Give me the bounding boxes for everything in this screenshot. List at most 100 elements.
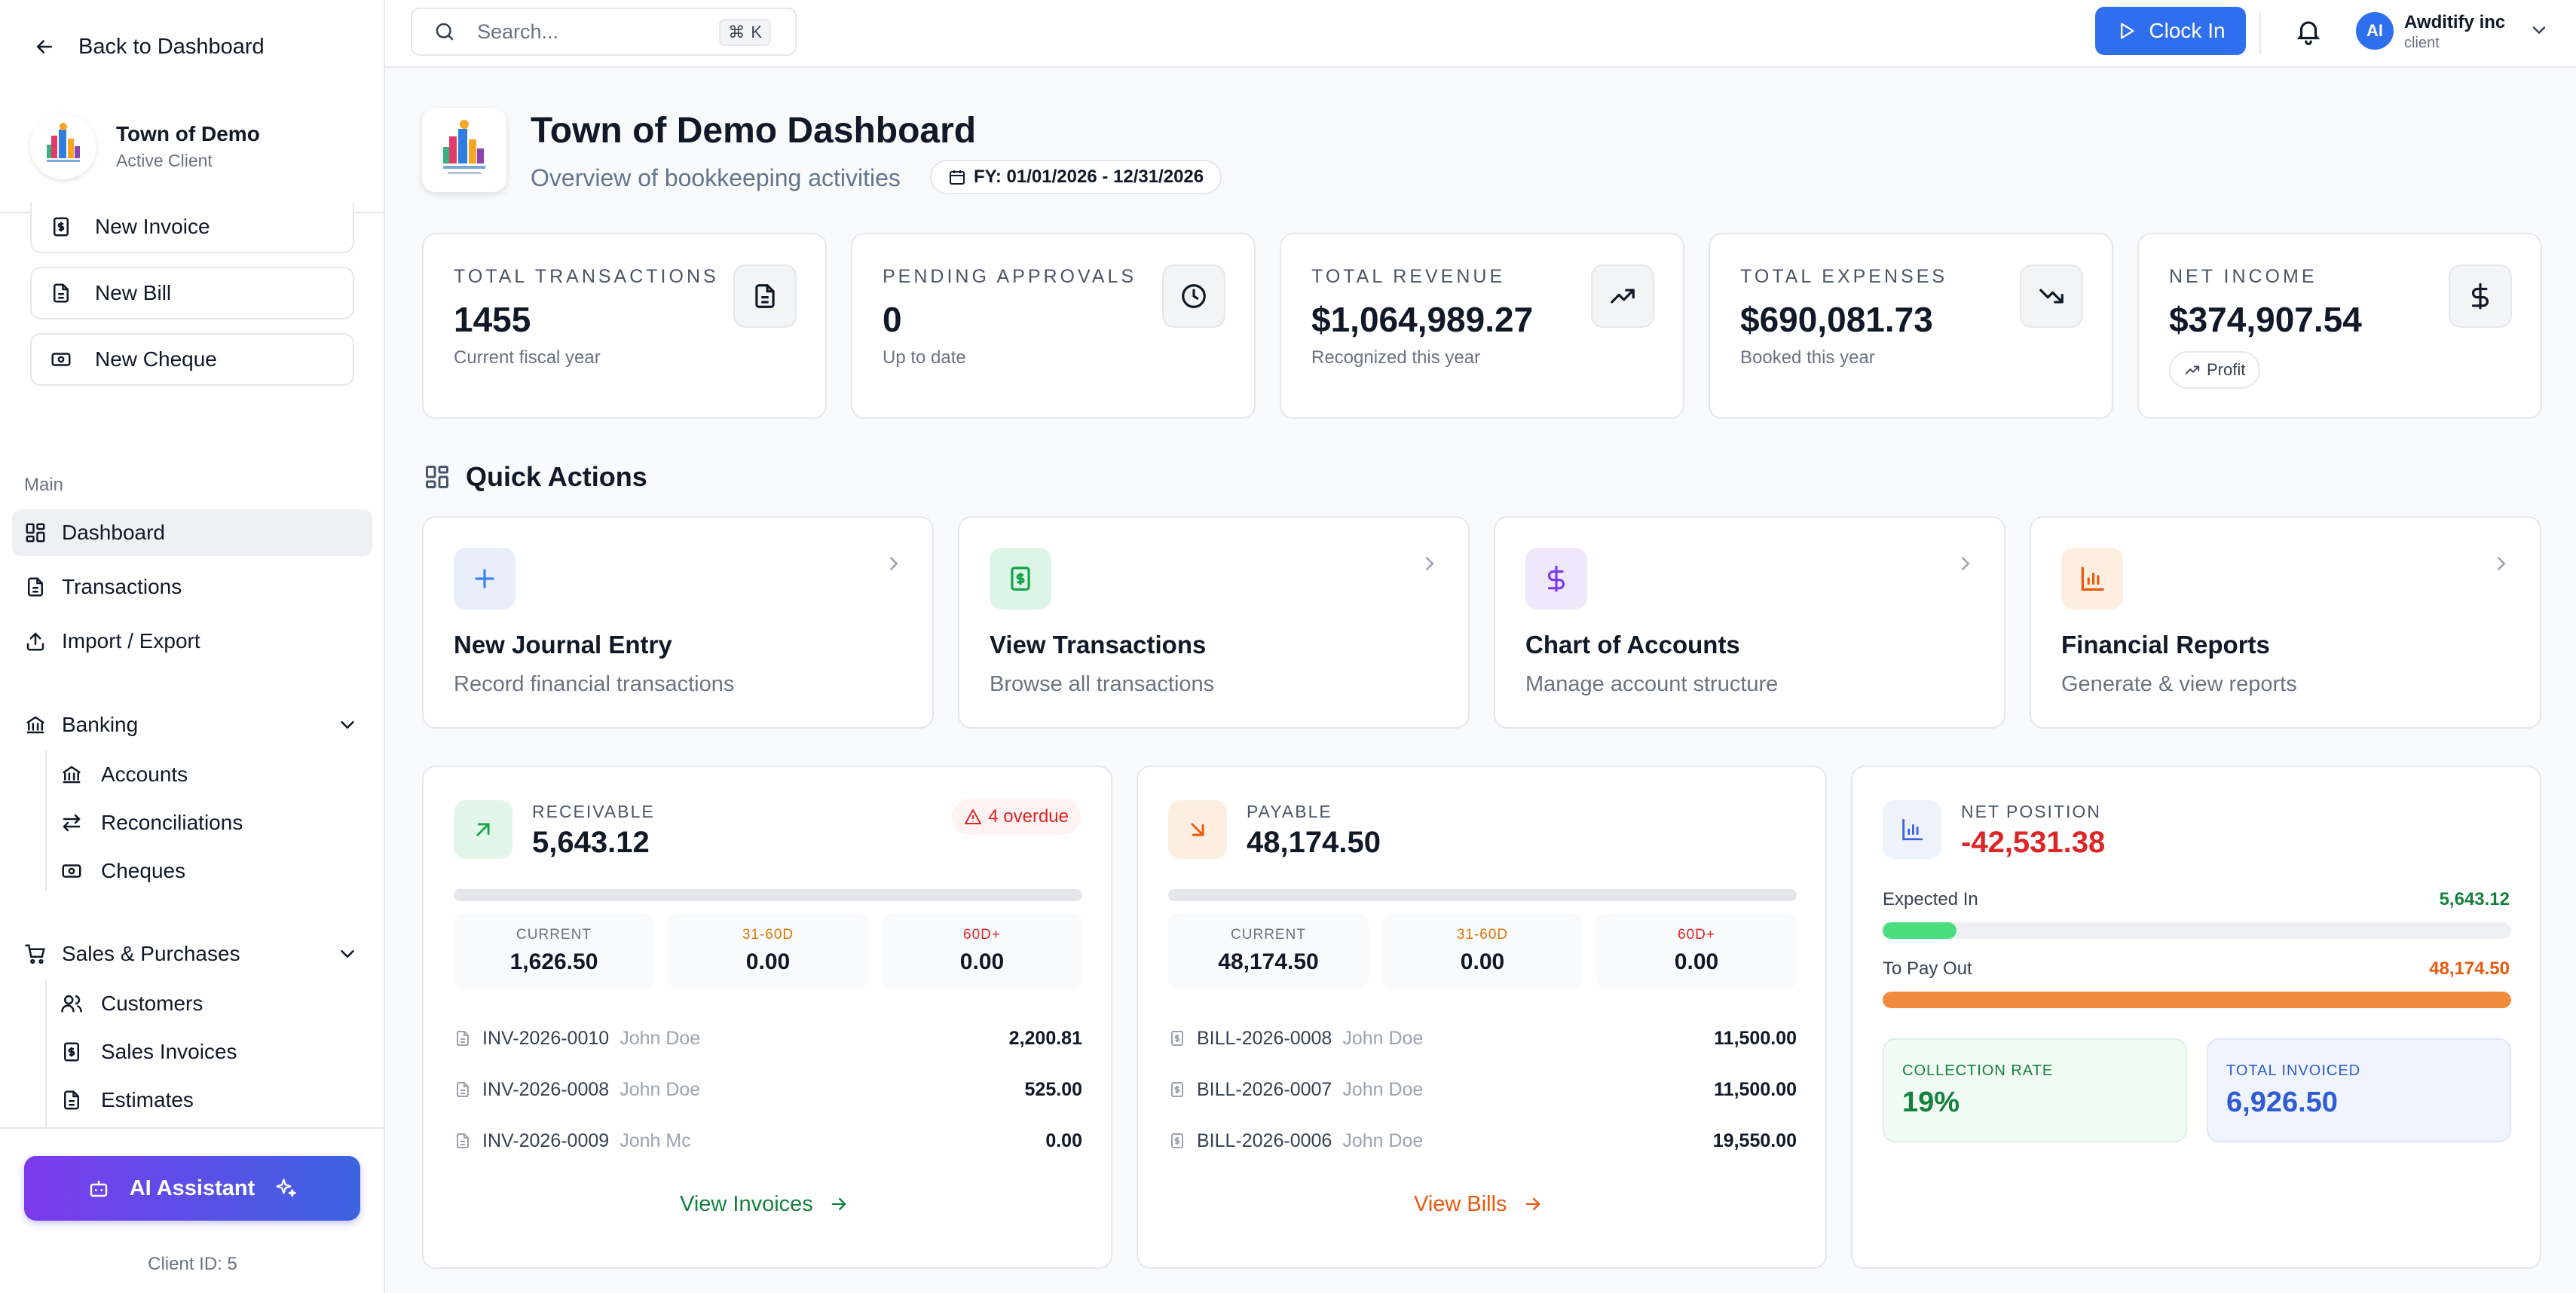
new-cheque-label: New Cheque xyxy=(95,347,217,371)
layout-grid-icon xyxy=(26,523,45,543)
nav-tree-line xyxy=(45,750,47,891)
sparkles-icon xyxy=(276,1178,297,1197)
layout-grid-icon xyxy=(426,466,448,488)
ai-assistant-button[interactable]: AI Assistant xyxy=(24,1156,360,1221)
sidebar-item-label: Transactions xyxy=(62,575,182,598)
new-cheque-button[interactable]: New Cheque xyxy=(30,333,354,386)
bell-icon[interactable] xyxy=(2294,17,2323,45)
client-id: Client ID: 5 xyxy=(148,1254,237,1274)
overdue-badge[interactable]: 4 overdue xyxy=(952,799,1081,835)
invoice-number: INV-2026-0008 xyxy=(482,1078,610,1100)
sidebar-item-accounts[interactable]: Accounts xyxy=(60,753,188,796)
upload-icon xyxy=(26,632,44,651)
trending-up-icon xyxy=(2185,365,2200,374)
invoice-row[interactable]: INV-2026-0010 John Doe 2,200.81 xyxy=(454,1023,1082,1053)
client-switcher[interactable]: Town of Demo Active Client xyxy=(30,113,260,179)
chevron-down-icon xyxy=(341,950,354,958)
aging-label: CURRENT xyxy=(516,927,592,943)
aging-31-60d: 31-60D 0.00 xyxy=(1382,913,1583,989)
arrow-right-icon xyxy=(831,1197,846,1211)
invoice-amount: 525.00 xyxy=(1024,1078,1082,1100)
back-to-dashboard-link[interactable]: Back to Dashboard xyxy=(33,29,265,65)
shopping-cart-icon xyxy=(25,944,45,964)
fiscal-year-badge[interactable]: FY: 01/01/2026 - 12/31/2026 xyxy=(930,160,1222,194)
sidebar-group-label: Banking xyxy=(62,713,139,736)
quick-action-description: Browse all transactions xyxy=(990,672,1215,696)
chevron-down-icon[interactable] xyxy=(2529,20,2550,41)
aging-value: 0.00 xyxy=(745,949,791,974)
new-invoice-button[interactable]: New Invoice xyxy=(30,202,354,253)
new-bill-button[interactable]: New Bill xyxy=(30,267,354,319)
payable-value: 48,174.50 xyxy=(1247,826,1381,859)
sidebar-item-cheques[interactable]: Cheques xyxy=(60,850,185,892)
sidebar-item-label: Reconciliations xyxy=(101,811,243,834)
sidebar-item-label: Import / Export xyxy=(62,629,200,653)
view-invoices-link[interactable]: View Invoices xyxy=(680,1188,849,1221)
invoice-row[interactable]: INV-2026-0008 John Doe 525.00 xyxy=(454,1074,1082,1105)
sidebar-item-customers[interactable]: Customers xyxy=(60,983,203,1025)
receipt-icon xyxy=(990,548,1051,610)
arrow-right-icon xyxy=(1525,1197,1540,1211)
quick-action-view-transactions[interactable]: View Transactions Browse all transaction… xyxy=(958,516,1470,729)
users-icon xyxy=(61,995,82,1013)
nav-tree-line xyxy=(45,980,47,1127)
calendar-icon xyxy=(950,170,965,185)
banknote-icon xyxy=(62,864,81,878)
bill-row[interactable]: BILL-2026-0007 John Doe 11,500.00 xyxy=(1168,1074,1797,1105)
client-status: Active Client xyxy=(116,150,213,170)
vendor-name: John Doe xyxy=(1342,1027,1424,1049)
quick-action-description: Record financial transactions xyxy=(454,672,735,696)
sidebar-item-label: Dashboard xyxy=(62,521,165,544)
aging-value: 0.00 xyxy=(1460,949,1505,974)
back-label: Back to Dashboard xyxy=(78,34,265,59)
search-input[interactable]: Search... ⌘ K xyxy=(411,8,797,56)
total-invoiced-value: 6,926.50 xyxy=(2226,1087,2338,1118)
sidebar-item-label: Customers xyxy=(101,992,203,1015)
stat-card-total-expenses: TOTAL EXPENSES $690,081.73 Booked this y… xyxy=(1709,233,2113,419)
sidebar-item-reconciliations[interactable]: Reconciliations xyxy=(60,802,243,844)
user-name[interactable]: Awditify inc xyxy=(2404,12,2506,32)
clock-in-button[interactable]: Clock In xyxy=(2095,7,2246,55)
bill-amount: 11,500.00 xyxy=(1714,1027,1797,1049)
sidebar-group-sales-purchases[interactable]: Sales & Purchases xyxy=(12,933,372,975)
stat-card-pending-approvals: PENDING APPROVALS 0 Up to date xyxy=(851,233,1256,419)
payable-label: PAYABLE xyxy=(1247,802,1332,821)
quick-action-financial-reports[interactable]: Financial Reports Generate & view report… xyxy=(2030,516,2541,729)
avatar[interactable]: AI xyxy=(2356,12,2394,50)
fiscal-year-label: FY: 01/01/2026 - 12/31/2026 xyxy=(974,167,1204,187)
document-icon xyxy=(457,1133,469,1148)
user-role: client xyxy=(2404,35,2440,51)
total-invoiced-label: TOTAL INVOICED xyxy=(2226,1062,2361,1079)
quick-action-chart-of-accounts[interactable]: Chart of Accounts Manage account structu… xyxy=(1494,516,2005,729)
stat-value: $690,081.73 xyxy=(1740,300,1933,339)
aging-label: 31-60D xyxy=(742,927,794,943)
net-position-value: -42,531.38 xyxy=(1961,826,2106,859)
clock-icon xyxy=(1162,264,1225,328)
quick-action-new-journal-entry[interactable]: New Journal Entry Record financial trans… xyxy=(422,516,934,729)
stat-value: $374,907.54 xyxy=(2169,300,2362,339)
sidebar-item-estimates[interactable]: Estimates xyxy=(60,1079,194,1121)
aging-value: 0.00 xyxy=(1674,949,1719,974)
document-icon xyxy=(54,283,69,303)
bill-row[interactable]: BILL-2026-0006 John Doe 19,550.00 xyxy=(1168,1126,1797,1156)
sidebar-item-dashboard[interactable]: Dashboard xyxy=(12,509,372,556)
document-icon xyxy=(733,264,797,328)
dollar-icon xyxy=(2449,264,2512,328)
stat-value: 0 xyxy=(883,300,902,339)
sidebar-item-import-export[interactable]: Import / Export xyxy=(12,618,372,665)
sidebar-item-transactions[interactable]: Transactions xyxy=(12,564,372,610)
total-invoiced-box: TOTAL INVOICED 6,926.50 xyxy=(2207,1038,2511,1142)
invoice-row[interactable]: INV-2026-0009 Jonh Mc 0.00 xyxy=(454,1126,1082,1156)
bill-amount: 19,550.00 xyxy=(1712,1129,1797,1151)
view-bills-link[interactable]: View Bills xyxy=(1414,1188,1543,1221)
sidebar-item-sales-invoices[interactable]: Sales Invoices xyxy=(60,1031,237,1073)
stat-card-total-transactions: TOTAL TRANSACTIONS 1455 Current fiscal y… xyxy=(422,233,827,419)
sidebar-group-banking[interactable]: Banking xyxy=(12,704,372,746)
invoice-icon xyxy=(64,1042,79,1062)
stat-card-total-revenue: TOTAL REVENUE $1,064,989.27 Recognized t… xyxy=(1280,233,1684,419)
expected-in-bar xyxy=(1883,922,2511,939)
bill-row[interactable]: BILL-2026-0008 John Doe 11,500.00 xyxy=(1168,1023,1797,1053)
pay-out-bar-fill xyxy=(1883,992,2511,1008)
receivable-card: RECEIVABLE 5,643.12 4 overdue CURRENT 1,… xyxy=(422,766,1112,1269)
stat-label: NET INCOME xyxy=(2169,266,2317,287)
